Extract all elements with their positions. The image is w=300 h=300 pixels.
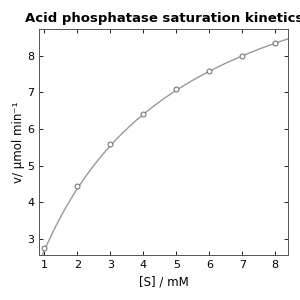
X-axis label: [S] / mM: [S] / mM <box>139 275 189 288</box>
Y-axis label: v/ µmol min⁻¹: v/ µmol min⁻¹ <box>12 101 25 182</box>
Title: Acid phosphatase saturation kinetics: Acid phosphatase saturation kinetics <box>25 12 300 25</box>
